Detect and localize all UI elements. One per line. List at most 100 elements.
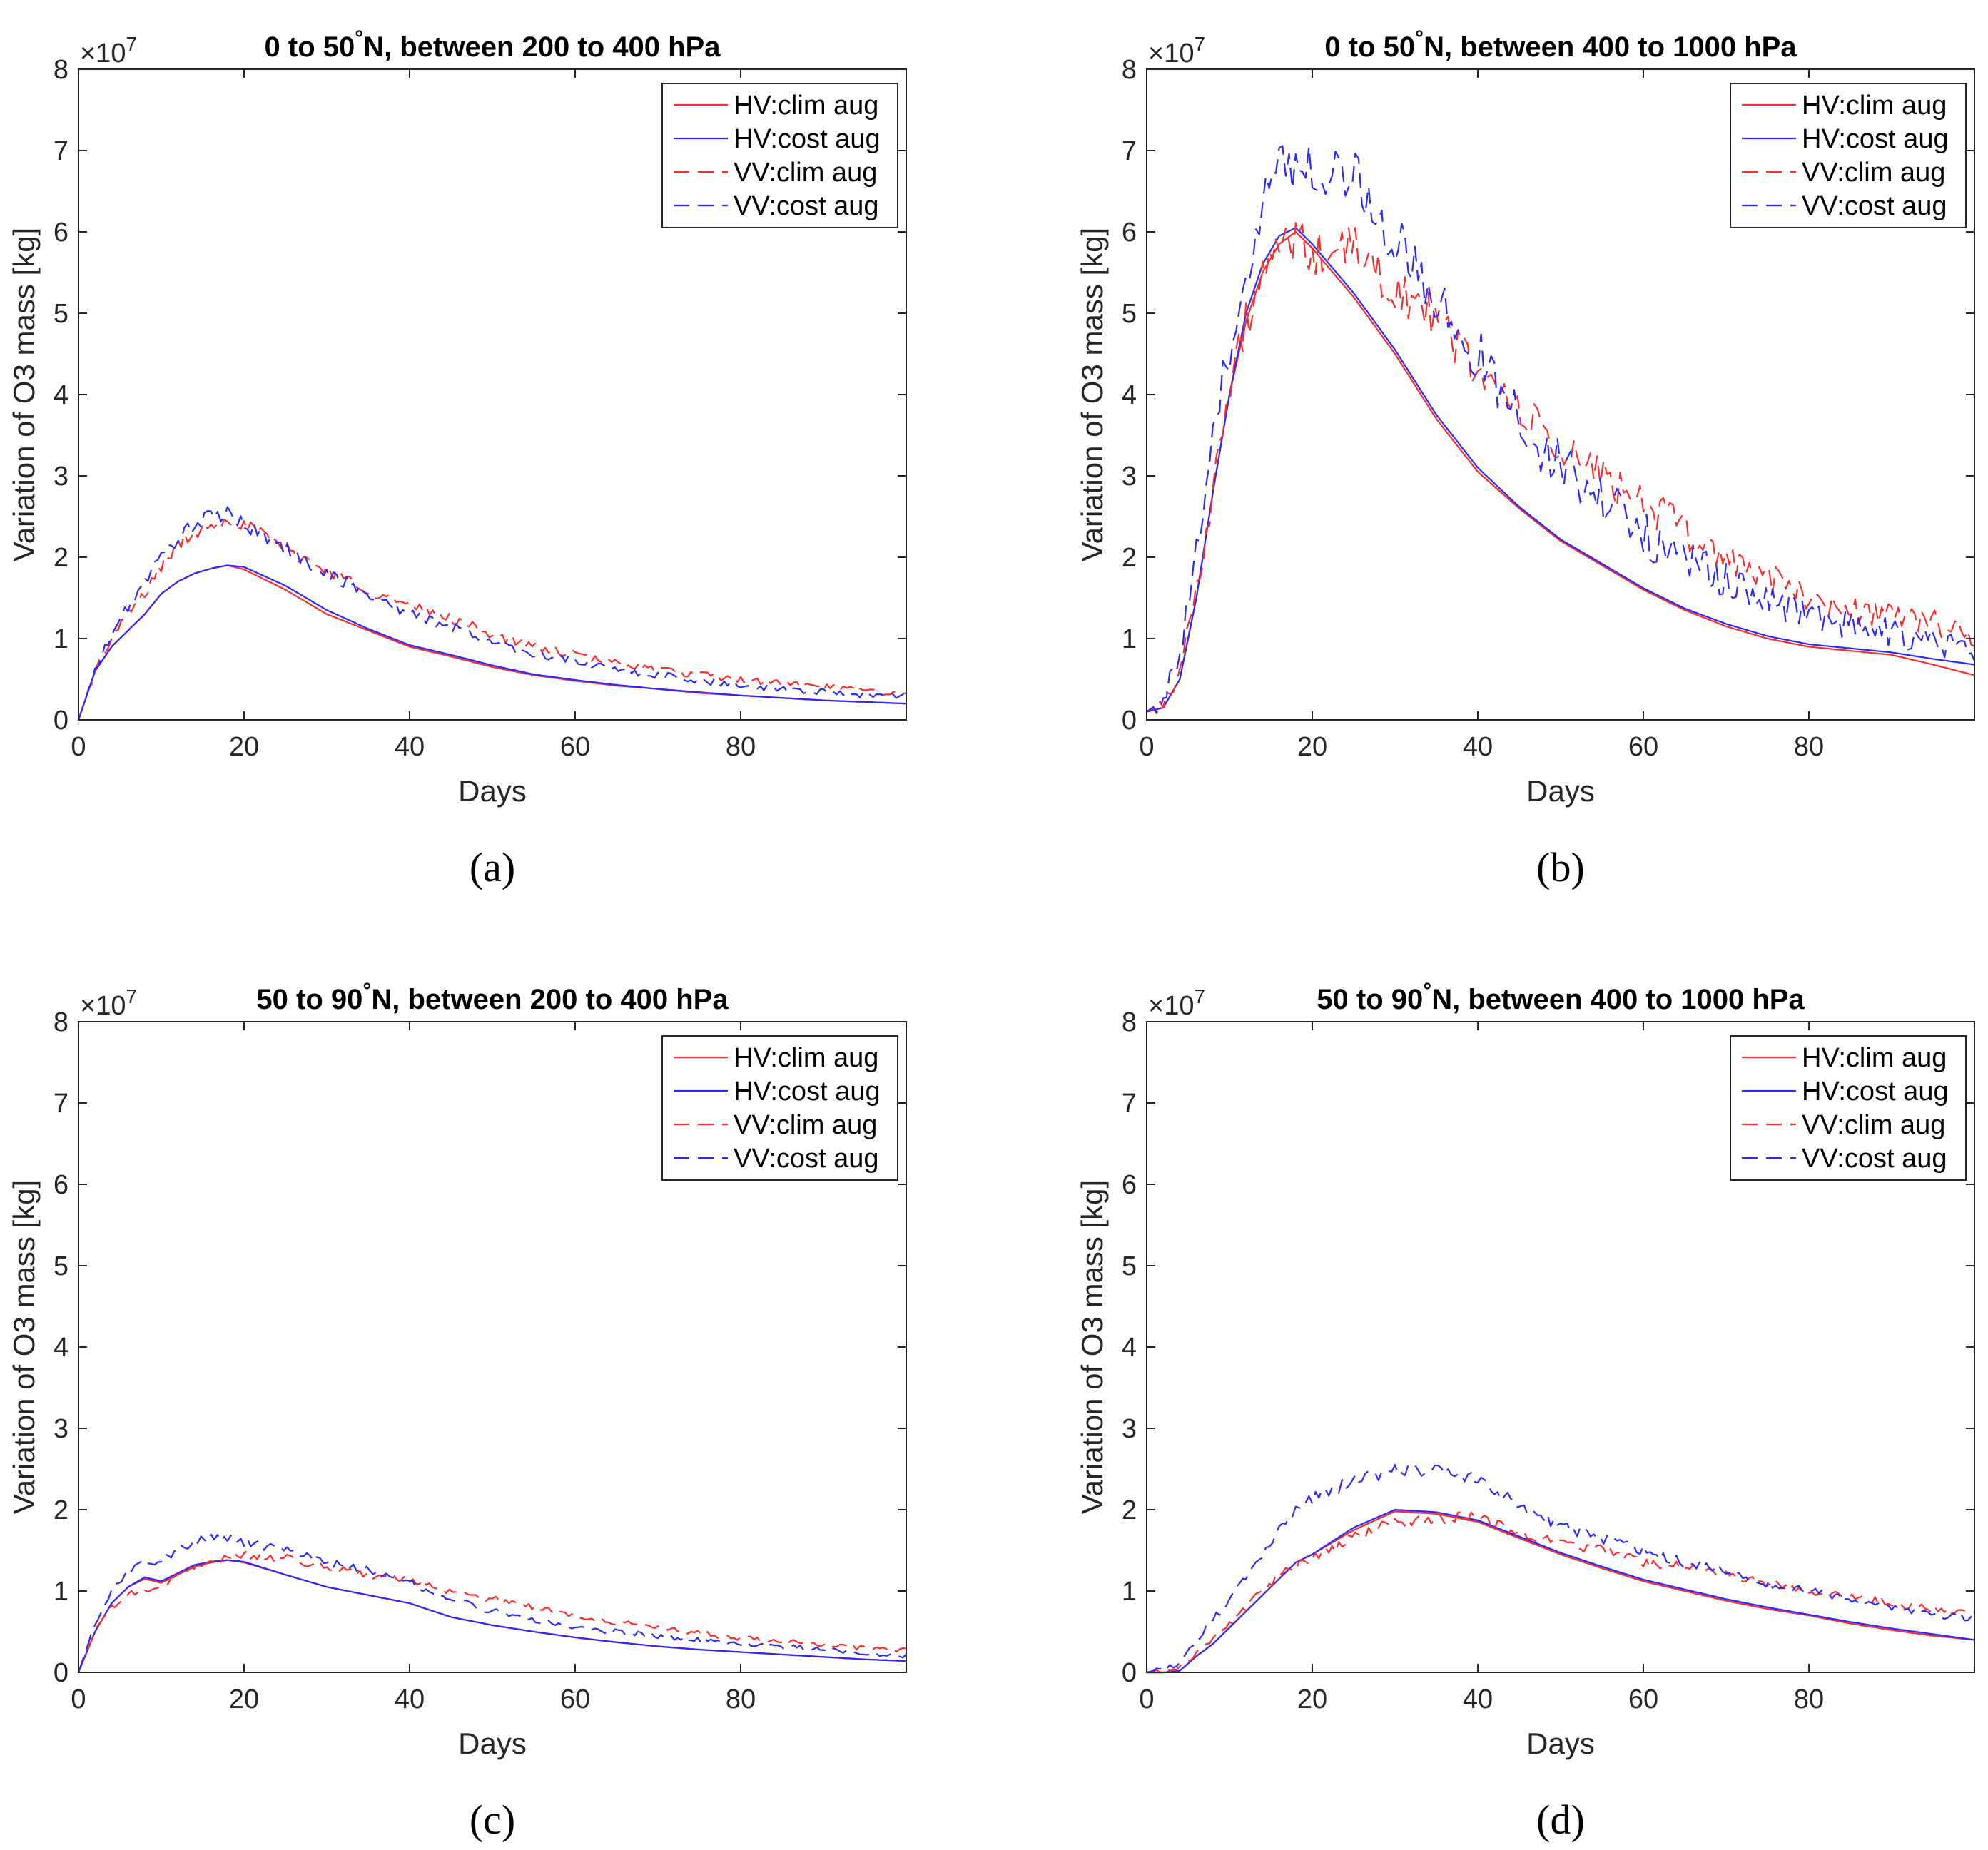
y-exponent-label: ×107: [80, 33, 137, 68]
y-tick-label: 1: [1122, 624, 1137, 654]
legend-label: VV:clim aug: [734, 1110, 877, 1140]
panel-label: (c): [470, 1796, 515, 1843]
legend-box: [1730, 1035, 1967, 1181]
series-line-vv-clim-aug: [77, 519, 907, 721]
series-group: [77, 1533, 907, 1673]
y-tick-label: 7: [1122, 1089, 1137, 1119]
x-axis-title: Days: [458, 1727, 527, 1760]
x-tick-label: 40: [395, 1684, 425, 1714]
y-tick-label: 5: [1122, 299, 1137, 329]
x-tick-label: 20: [1297, 1684, 1327, 1714]
y-tick-label: 1: [1122, 1577, 1137, 1607]
legend-box: [1730, 83, 1967, 228]
x-tick-label: 20: [229, 732, 259, 762]
series-line-hv-cost-aug: [77, 1559, 907, 1673]
y-tick-label: 3: [54, 1414, 69, 1444]
x-tick-label: 0: [1139, 732, 1154, 762]
y-tick-label: 5: [1122, 1251, 1137, 1281]
legend-label: VV:clim aug: [1802, 158, 1945, 188]
y-tick-label: 5: [54, 1251, 69, 1281]
series-line-hv-clim-aug: [1146, 230, 1975, 713]
y-tick-label: 0: [1122, 1658, 1137, 1688]
y-tick-label: 0: [1122, 706, 1137, 736]
y-tick-label: 2: [1122, 1495, 1137, 1525]
y-tick-label: 8: [1122, 1007, 1137, 1037]
y-tick-label: 2: [1122, 543, 1137, 573]
y-tick-label: 0: [54, 1658, 69, 1688]
y-tick-label: 1: [54, 624, 69, 654]
panel-label: (b): [1536, 844, 1585, 890]
y-tick-label: 8: [1122, 55, 1137, 85]
legend-label: HV:clim aug: [734, 91, 878, 121]
legend-label: VV:cost aug: [734, 1144, 879, 1174]
legend-label: HV:clim aug: [1802, 1043, 1947, 1073]
x-tick-label: 80: [726, 732, 756, 762]
y-tick-label: 7: [1122, 136, 1137, 166]
x-tick-label: 80: [726, 1684, 756, 1714]
legend-label: VV:cost aug: [734, 191, 879, 221]
series-group: [1146, 145, 1976, 715]
y-exponent-label: ×107: [1148, 33, 1205, 68]
y-tick-label: 2: [54, 1495, 69, 1525]
y-tick-label: 3: [1122, 1414, 1137, 1444]
x-tick-label: 20: [1297, 732, 1327, 762]
y-tick-label: 3: [1122, 462, 1137, 492]
series-line-hv-cost-aug: [77, 564, 907, 721]
series-line-vv-cost-aug: [1146, 145, 1976, 713]
x-tick-label: 0: [71, 732, 86, 762]
y-tick-label: 6: [54, 1170, 69, 1200]
x-tick-label: 60: [560, 732, 590, 762]
y-axis-title: Variation of O3 mass [kg]: [1075, 228, 1109, 561]
series-line-vv-clim-aug: [1146, 222, 1975, 715]
y-tick-label: 7: [54, 136, 69, 166]
series-line-vv-clim-aug: [1146, 1511, 1974, 1674]
legend-label: HV:clim aug: [734, 1043, 878, 1073]
legend-label: HV:clim aug: [1802, 91, 1947, 121]
series-line-vv-cost-aug: [1146, 1464, 1975, 1674]
legend-label: HV:cost aug: [734, 124, 881, 154]
x-axis-title: Days: [1526, 774, 1595, 808]
y-tick-label: 4: [1122, 380, 1137, 410]
y-tick-label: 7: [54, 1089, 69, 1119]
legend-label: VV:cost aug: [1802, 1144, 1947, 1174]
x-tick-label: 40: [1463, 1684, 1493, 1714]
x-axis-title: Days: [458, 774, 527, 808]
x-tick-label: 40: [1463, 732, 1493, 762]
x-tick-label: 0: [71, 1684, 86, 1714]
x-tick-label: 60: [1628, 1684, 1658, 1714]
y-axis-title: Variation of O3 mass [kg]: [7, 1180, 41, 1514]
legend-box: [661, 1035, 898, 1181]
panel-label: (d): [1536, 1796, 1585, 1843]
y-axis-title: Variation of O3 mass [kg]: [7, 228, 41, 561]
y-tick-label: 4: [54, 1333, 69, 1363]
chart-title: 0 to 50°N, between 400 to 1000 hPa: [1324, 26, 1797, 63]
legend-label: HV:cost aug: [1802, 1077, 1949, 1107]
legend-label: VV:clim aug: [1802, 1110, 1945, 1140]
y-tick-label: 0: [54, 706, 69, 736]
y-tick-label: 8: [54, 55, 69, 85]
panel-label: (a): [470, 844, 515, 890]
series-group: [1146, 1464, 1975, 1674]
y-tick-label: 3: [54, 462, 69, 492]
x-tick-label: 60: [560, 1684, 590, 1714]
chart-title: 0 to 50°N, between 200 to 400 hPa: [265, 26, 721, 63]
y-tick-label: 5: [54, 299, 69, 329]
y-exponent-label: ×107: [1148, 985, 1205, 1021]
series-line-hv-cost-aug: [1147, 1508, 1975, 1674]
chart-title: 50 to 90°N, between 200 to 400 hPa: [256, 979, 729, 1015]
series-line-vv-clim-aug: [77, 1550, 907, 1673]
legend-label: HV:cost aug: [734, 1077, 881, 1107]
x-tick-label: 20: [229, 1684, 259, 1714]
x-tick-label: 80: [1794, 1684, 1824, 1714]
legend-label: VV:cost aug: [1802, 191, 1947, 221]
series-line-vv-cost-aug: [77, 506, 907, 721]
y-tick-label: 2: [54, 543, 69, 573]
legend-box: [661, 83, 898, 228]
